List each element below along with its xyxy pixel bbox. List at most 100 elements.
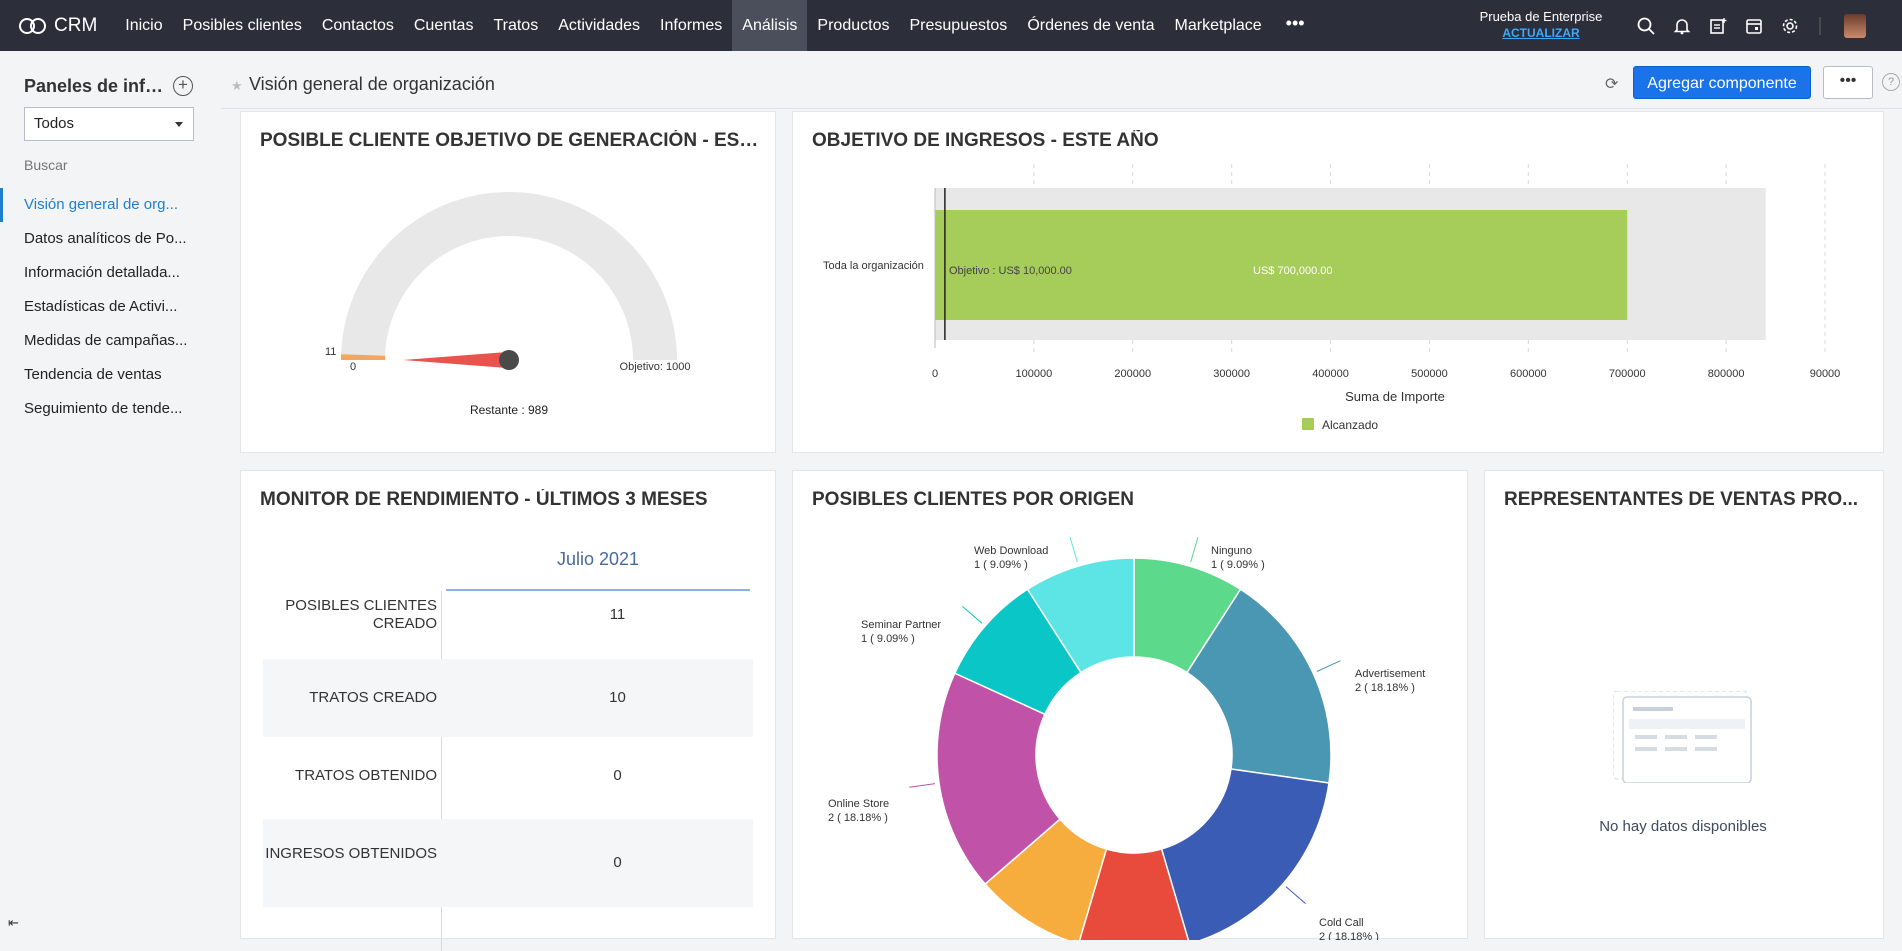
gauge-remaining-label: Restante : 989 <box>470 403 548 417</box>
sidebar-title: Paneles de infor... <box>24 76 169 96</box>
donut-label-name: Online Store <box>828 798 889 810</box>
add-component-button[interactable]: Agregar componente <box>1633 66 1811 99</box>
donut-label-value: 1 ( 9.09% ) <box>861 633 915 645</box>
donut-slice[interactable] <box>1185 588 1332 784</box>
more-options-button[interactable]: ••• <box>1823 66 1873 99</box>
donut-leader-line <box>909 783 936 788</box>
legend-label: Alcanzado <box>1322 418 1378 432</box>
performance-monitor-card: MONITOR DE RENDIMIENTO - ÚLTIMOS 3 MESES… <box>240 470 776 951</box>
donut-leader-line <box>1069 537 1078 563</box>
performance-row: TRATOS CREADO 10 <box>263 659 753 737</box>
gauge-value-label: 11 <box>325 346 336 358</box>
nav-item-11[interactable]: Marketplace <box>1174 17 1262 34</box>
help-icon[interactable]: ? <box>1882 73 1900 91</box>
trial-box: Prueba de Enterprise ACTUALIZAR <box>1475 9 1607 41</box>
x-tick-label: 400000 <box>1312 368 1349 380</box>
crm-logo-icon <box>19 17 46 34</box>
x-tick-label: 500000 <box>1411 368 1448 380</box>
sidebar-item-0[interactable]: Visión general de org... <box>0 188 205 222</box>
performance-row-value: 0 <box>613 854 622 871</box>
sales-reps-title: REPRESENTANTES DE VENTAS PRO... <box>1504 489 1859 510</box>
x-tick-label: 200000 <box>1114 368 1151 380</box>
nav-item-9[interactable]: Presupuestos <box>909 17 1008 34</box>
dashboard-filter-select[interactable]: Todos <box>24 107 194 141</box>
donut-slice[interactable] <box>1026 557 1135 674</box>
column-underline <box>446 589 750 591</box>
donut-leader-line <box>1316 660 1341 672</box>
nav-item-7[interactable]: Análisis <box>732 0 808 51</box>
sidebar-item-4[interactable]: Medidas de campañas... <box>24 332 188 349</box>
nav-item-5[interactable]: Actividades <box>558 17 641 34</box>
gauge-needle <box>403 352 507 368</box>
nav-item-10[interactable]: Órdenes de venta <box>1027 17 1155 34</box>
x-axis-title: Suma de Importe <box>1345 389 1445 404</box>
performance-row-label: INGRESOS OBTENIDOS <box>265 845 437 862</box>
favorite-star-icon[interactable]: ★ <box>231 78 243 93</box>
sidebar-item-5[interactable]: Tendencia de ventas <box>24 366 162 383</box>
performance-row-value: 0 <box>613 767 622 784</box>
donut-slice[interactable] <box>1160 768 1330 940</box>
upgrade-link[interactable]: ACTUALIZAR <box>1502 26 1580 40</box>
leads-by-source-card: POSIBLES CLIENTES POR ORIGEN Ninguno 1 ( … <box>792 470 1468 940</box>
empty-table-icon <box>1613 691 1752 783</box>
x-tick-label: 90000 <box>1810 368 1841 380</box>
nav-item-6[interactable]: Informes <box>660 17 723 34</box>
empty-state-text: No hay datos disponibles <box>1599 818 1767 835</box>
refresh-icon[interactable]: ⟳ <box>1605 76 1619 93</box>
donut-label-name: Ninguno <box>1211 545 1252 557</box>
grid-icon[interactable] <box>1808 0 1832 51</box>
add-dashboard-icon[interactable]: + <box>173 76 193 96</box>
performance-row: INGRESOS OBTENIDOS 0 <box>263 819 753 907</box>
donut-label-name: Cold Call <box>1319 917 1364 929</box>
calendar-icon[interactable] <box>1736 0 1772 51</box>
add-note-icon[interactable] <box>1700 0 1736 51</box>
sidebar-item-2[interactable]: Información detallada... <box>24 264 180 281</box>
donut-leader-line <box>1285 886 1306 905</box>
nav-more-button[interactable]: ••• <box>1285 13 1305 33</box>
collapse-sidebar-icon[interactable]: ⇤ <box>8 915 19 930</box>
sidebar-item-6[interactable]: Seguimiento de tende... <box>24 400 183 417</box>
lead-target-gauge: 11 0 Objetivo: 1000 Restante : 989 <box>325 192 690 417</box>
donut-label-value: 2 ( 18.18% ) <box>828 812 888 824</box>
performance-row-value: 10 <box>609 689 626 706</box>
sidebar-search-input[interactable] <box>24 157 194 173</box>
lead-target-card: POSIBLE CLIENTE OBJETIVO DE GENERACIÓN -… <box>240 111 776 453</box>
performance-row-label: TRATOS OBTENIDO <box>295 767 437 784</box>
nav-item-8[interactable]: Productos <box>817 17 890 34</box>
user-avatar[interactable] <box>1844 13 1866 38</box>
gauge-track <box>341 192 677 360</box>
revenue-bar-chart: Toda la organización Objetivo : US$ 10,00… <box>823 164 1841 432</box>
x-tick-label: 300000 <box>1213 368 1250 380</box>
nav-item-1[interactable]: Posibles clientes <box>182 17 302 34</box>
crm-logo[interactable]: CRM <box>18 15 97 37</box>
x-tick-label: 100000 <box>1016 368 1053 380</box>
bell-icon[interactable] <box>1664 0 1700 51</box>
donut-slice[interactable] <box>1078 848 1190 940</box>
top-nav: CRM Inicio Posibles clientes Contactos Cuen… <box>0 0 1902 51</box>
top-icons <box>1628 0 1866 51</box>
x-tick-label: 0 <box>932 368 938 380</box>
leads-by-source-donut: Ninguno 1 ( 9.09% ) Advertisement 2 ( 18.18… <box>828 537 1425 940</box>
performance-column-header: Julio 2021 <box>556 549 640 569</box>
donut-leader-line <box>1190 537 1199 563</box>
donut-label-value: 2 ( 18.18% ) <box>1319 931 1379 940</box>
category-label: Toda la organización <box>823 260 924 272</box>
sidebar-item-3[interactable]: Estadísticas de Activi... <box>24 298 178 315</box>
donut-label-name: Seminar Partner <box>861 619 941 631</box>
performance-row-value: 11 <box>609 606 626 623</box>
legend-swatch <box>1302 418 1314 430</box>
nav-item-4[interactable]: Tratos <box>493 17 539 34</box>
gauge-min-label: 0 <box>350 361 356 373</box>
nav-item-3[interactable]: Cuentas <box>413 17 474 34</box>
donut-leader-line <box>962 605 983 624</box>
x-tick-label: 700000 <box>1609 368 1646 380</box>
nav-item-0[interactable]: Inicio <box>125 17 163 34</box>
nav-item-2[interactable]: Contactos <box>321 17 394 34</box>
donut-label-value: 1 ( 9.09% ) <box>1211 559 1265 571</box>
revenue-target-card: OBJETIVO DE INGRESOS - ESTE AÑO Toda la … <box>792 111 1884 453</box>
sidebar-item-1[interactable]: Datos analíticos de Po... <box>24 230 187 247</box>
nav-menu: Inicio Posibles clientes Contactos Cuentas T… <box>115 0 1271 51</box>
gear-icon[interactable] <box>1772 0 1808 51</box>
donut-slice[interactable] <box>936 672 1061 886</box>
search-icon[interactable] <box>1628 0 1664 51</box>
